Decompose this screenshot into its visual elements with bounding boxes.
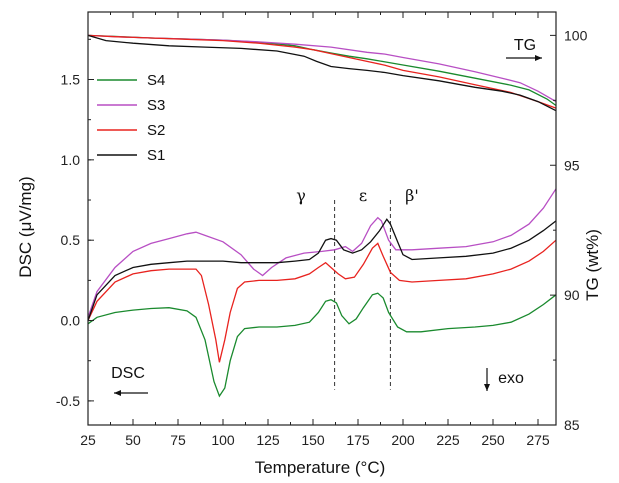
y-right-tick-label: 95 (564, 157, 580, 173)
y-left-axis-title: DSC (μV/mg) (16, 176, 35, 277)
tg-curve-s2 (87, 34, 557, 109)
legend-label-s3: S3 (147, 97, 165, 114)
dsc-curve-s1 (87, 218, 557, 321)
y-left-tick-label: -0.5 (56, 393, 80, 409)
legend-label-s4: S4 (147, 72, 165, 89)
x-tick-label: 225 (436, 432, 460, 448)
legend: S4 S3 S2 S1 (97, 72, 165, 164)
x-tick-label: 50 (125, 432, 141, 448)
y-left-tick-label: 0.5 (61, 232, 81, 248)
tg-annotation: TG (514, 37, 536, 54)
x-tick-label: 150 (301, 432, 325, 448)
x-tick-label: 75 (170, 432, 186, 448)
y-right-axis-title: TG (wt%) (583, 229, 602, 301)
x-tick-label: 250 (481, 432, 505, 448)
y-left-tick-label: 1.0 (61, 152, 81, 168)
x-tick-label: 200 (391, 432, 415, 448)
legend-label-s1: S1 (147, 147, 165, 164)
exo-annotation: exo (498, 370, 524, 387)
x-tick-label: 125 (256, 432, 280, 448)
y-right-tick-label: 85 (564, 417, 580, 433)
y-right-tick-label: 90 (564, 287, 580, 303)
beta-prime-phase-label: β' (405, 186, 419, 205)
tg-arrow-icon (506, 55, 542, 61)
x-tick-label: 175 (346, 432, 370, 448)
plot-frame (87, 11, 557, 426)
tg-curve-s1 (87, 34, 557, 112)
dsc-arrow-icon (114, 390, 148, 396)
exo-arrow-icon (484, 368, 490, 391)
x-tick-label: 25 (80, 432, 96, 448)
x-tick-label: 100 (211, 432, 235, 448)
x-axis-title: Temperature (°C) (255, 458, 386, 477)
y-left-tick-label: 1.5 (61, 71, 81, 87)
dsc-curve-s3 (87, 188, 557, 318)
gamma-phase-label: γ (296, 186, 306, 205)
dsc-annotation: DSC (111, 365, 145, 382)
x-tick-label: 275 (526, 432, 550, 448)
dsc-curve-s4 (87, 292, 557, 398)
epsilon-phase-label: ε (359, 186, 367, 205)
legend-label-s2: S2 (147, 122, 165, 139)
y-right-tick-label: 100 (564, 27, 588, 43)
dsc-curve-s2 (87, 239, 557, 363)
y-left-tick-label: 0.0 (61, 313, 81, 329)
